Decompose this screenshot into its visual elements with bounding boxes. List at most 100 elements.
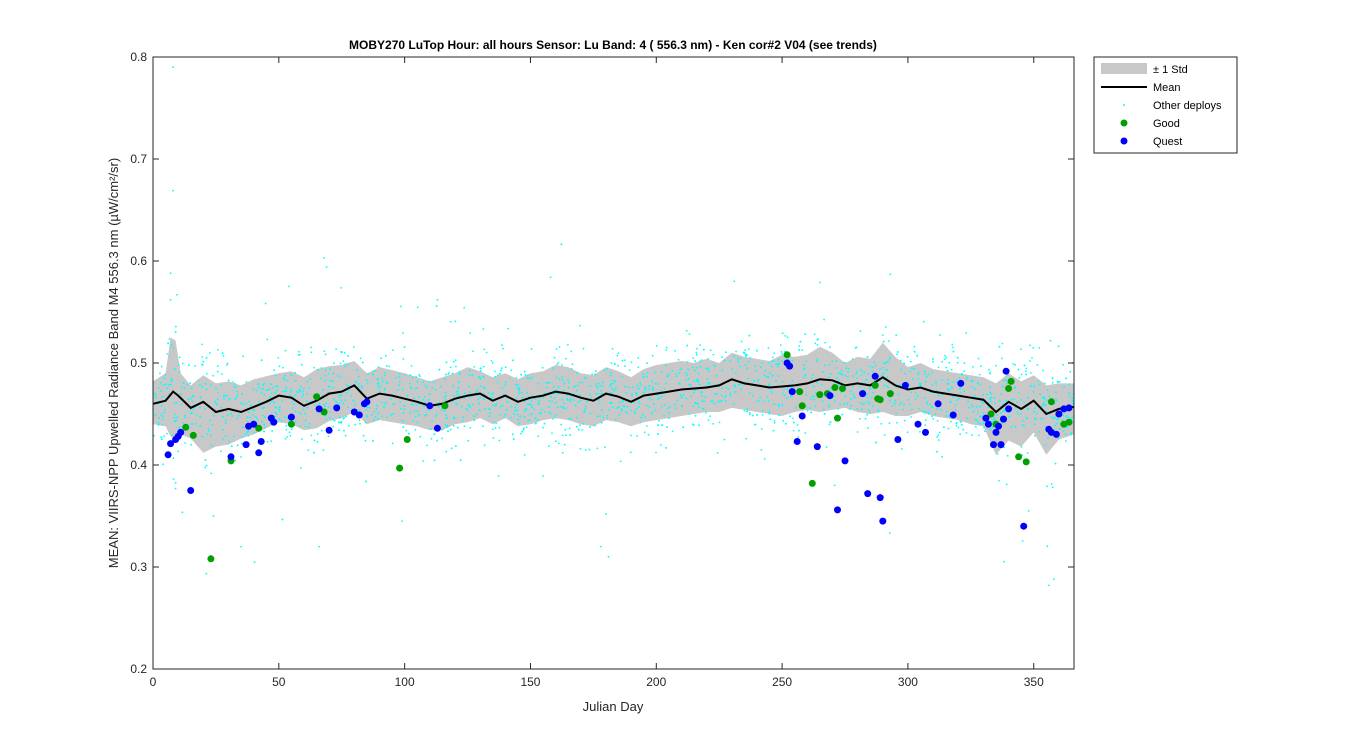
other-deploy-point	[760, 449, 763, 451]
other-deploy-point	[639, 421, 642, 424]
good-point	[798, 402, 806, 410]
other-deploy-point	[669, 406, 671, 409]
other-deploy-point	[1020, 399, 1022, 401]
other-deploy-point	[941, 394, 944, 396]
other-deploy-point	[936, 436, 939, 438]
other-deploy-point	[343, 365, 346, 368]
good-point	[783, 351, 791, 359]
other-deploy-point	[651, 389, 654, 391]
other-deploy-point	[705, 367, 708, 370]
other-deploy-point	[404, 374, 406, 376]
quest-point	[333, 404, 341, 412]
other-deploy-point	[447, 373, 450, 375]
other-deploy-point	[993, 417, 996, 420]
other-deploy-point	[584, 377, 587, 380]
other-deploy-point	[753, 379, 756, 382]
other-deploy-point	[696, 347, 698, 350]
other-deploy-point	[791, 359, 794, 362]
other-deploy-point	[582, 347, 585, 350]
other-deploy-point	[756, 413, 758, 416]
other-deploy-point	[445, 450, 448, 453]
other-deploy-point	[344, 399, 346, 401]
other-deploy-point	[858, 386, 861, 388]
other-deploy-point	[524, 410, 526, 412]
other-deploy-point	[444, 391, 447, 394]
other-deploy-point	[323, 350, 326, 353]
other-deploy-point	[698, 406, 700, 409]
other-deploy-point	[354, 423, 357, 426]
other-deploy-point	[639, 382, 642, 384]
other-deploy-point	[748, 348, 750, 350]
x-tick-label: 100	[395, 675, 415, 689]
other-deploy-point	[557, 442, 560, 445]
other-deploy-point	[327, 435, 330, 438]
other-deploy-point	[401, 520, 403, 522]
other-deploy-point	[468, 385, 470, 388]
other-deploy-point	[431, 387, 434, 389]
other-deploy-point	[402, 411, 405, 414]
other-deploy-point	[931, 415, 933, 418]
other-deploy-point	[172, 457, 175, 459]
other-deploy-point	[882, 372, 885, 375]
other-deploy-point	[952, 346, 954, 349]
other-deploy-point	[428, 393, 431, 396]
other-deploy-point	[843, 361, 846, 364]
other-deploy-point	[777, 358, 780, 361]
other-deploy-point	[232, 381, 235, 383]
other-deploy-point	[182, 382, 185, 384]
other-deploy-point	[553, 397, 556, 399]
tick-layer: 0 50 100 150 200 250 300 3500.20.30.40.50.60.70…	[130, 50, 1074, 689]
other-deploy-point	[180, 386, 183, 389]
other-deploy-point	[348, 389, 350, 392]
other-deploy-point	[313, 451, 315, 454]
other-deploy-point	[873, 361, 876, 364]
other-deploy-point	[419, 435, 422, 438]
other-deploy-point	[644, 416, 647, 419]
other-deploy-point	[220, 450, 222, 453]
other-deploy-point	[655, 344, 658, 347]
y-tick-label: 0.4	[130, 458, 147, 472]
other-deploy-point	[518, 422, 521, 425]
other-deploy-point	[300, 385, 302, 388]
other-deploy-point	[457, 393, 459, 395]
other-deploy-point	[402, 332, 404, 334]
other-deploy-point	[279, 410, 281, 413]
other-deploy-point	[1038, 430, 1040, 433]
quest-point	[876, 494, 884, 502]
other-deploy-point	[887, 386, 890, 389]
other-deploy-point	[509, 405, 512, 408]
other-deploy-point	[960, 423, 963, 426]
other-deploy-point	[392, 403, 395, 406]
other-deploy-point	[356, 369, 358, 371]
other-deploy-point	[564, 357, 567, 360]
other-deploy-point	[700, 391, 703, 393]
other-deploy-point	[836, 377, 838, 379]
other-deploy-point	[877, 410, 880, 413]
other-deploy-point	[686, 374, 688, 377]
other-deploy-point	[578, 381, 581, 384]
other-deploy-point	[921, 409, 924, 412]
other-deploy-point	[483, 398, 485, 400]
other-deploy-point	[563, 382, 566, 385]
other-deploy-point	[884, 326, 887, 328]
other-deploy-point	[837, 372, 840, 375]
other-deploy-point	[563, 443, 566, 446]
other-deploy-point	[234, 459, 237, 462]
other-deploy-point	[306, 393, 308, 395]
other-deploy-point	[236, 394, 239, 396]
good-layer	[182, 351, 1073, 563]
good-point	[796, 388, 804, 396]
other-deploy-point	[309, 378, 312, 381]
other-deploy-point	[906, 355, 909, 358]
other-deploy-point	[549, 276, 552, 279]
other-deploy-point	[1068, 383, 1071, 386]
other-deploy-point	[480, 367, 482, 370]
other-deploy-point	[561, 364, 563, 366]
quest-point	[287, 413, 295, 421]
other-deploy-point	[697, 380, 700, 383]
other-deploy-point	[657, 433, 659, 435]
other-deploy-point	[290, 428, 293, 430]
other-deploy-point	[541, 366, 544, 369]
other-deploy-point	[160, 414, 162, 416]
other-deploy-point	[702, 407, 705, 410]
